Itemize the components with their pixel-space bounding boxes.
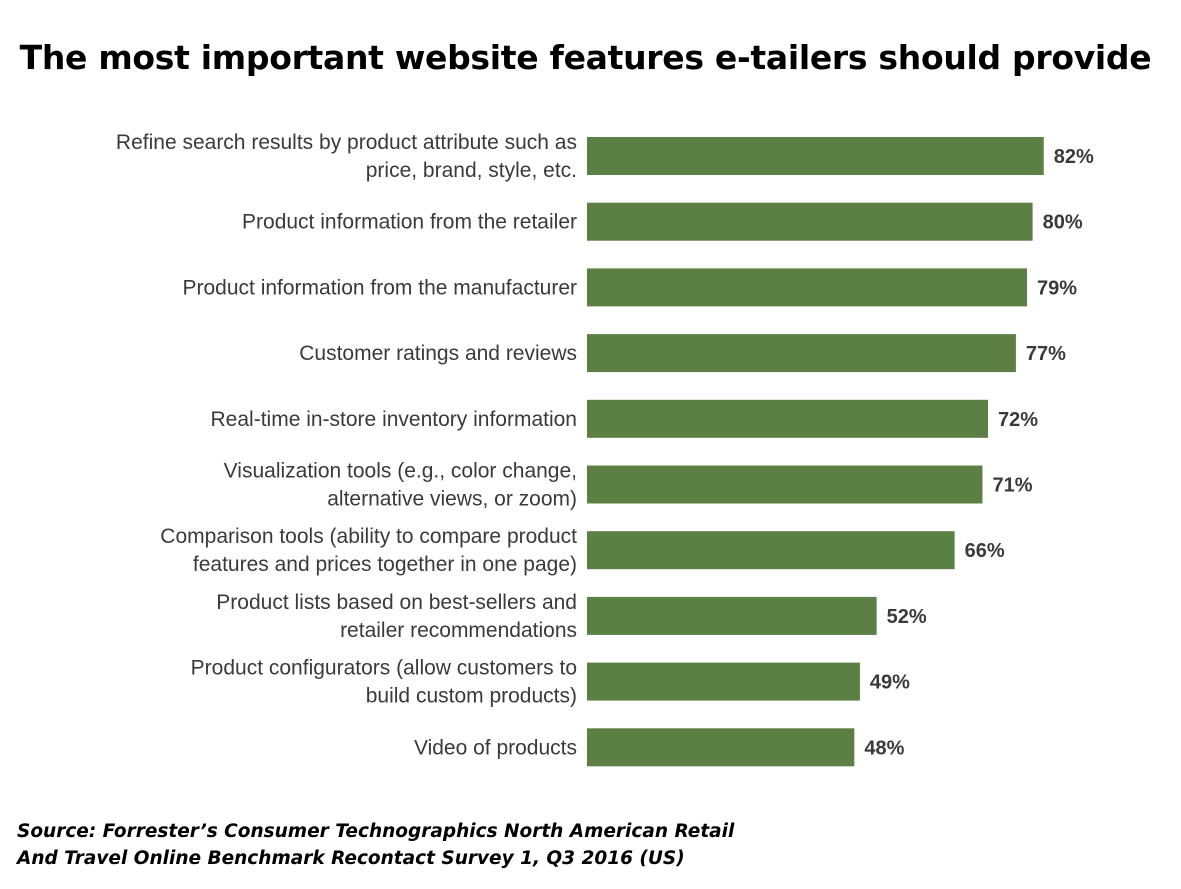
bar-row: Product lists based on best-sellers and r… bbox=[216, 591, 927, 642]
category-label: Video of products bbox=[414, 736, 577, 759]
value-label: 71% bbox=[992, 475, 1032, 497]
bar-row: Real-time in-store inventory information… bbox=[211, 399, 1038, 438]
bar-row: Product information from the manufacture… bbox=[182, 268, 1077, 307]
source-line-1: Source: Forrester’s Consumer Technograph… bbox=[17, 821, 735, 842]
source-line-2: And Travel Online Benchmark Recontact Su… bbox=[17, 848, 685, 869]
bar bbox=[587, 596, 877, 635]
category-label: Product information from the manufacture… bbox=[182, 276, 577, 299]
chart-title: The most important website features e-ta… bbox=[19, 38, 1152, 77]
value-label: 79% bbox=[1037, 277, 1077, 299]
bar bbox=[587, 268, 1028, 307]
bar-row: Visualization tools (e.g., color change,… bbox=[224, 460, 1033, 511]
value-label: 66% bbox=[965, 540, 1005, 562]
bar-chart: Refine search results by product attribu… bbox=[116, 131, 1094, 767]
category-label: Refine search results by product attribu… bbox=[116, 131, 577, 182]
bar bbox=[587, 334, 1016, 373]
bar-row: Customer ratings and reviews 77% bbox=[299, 334, 1066, 373]
bar bbox=[587, 465, 983, 504]
bar-row: Product information from the retailer 80% bbox=[242, 202, 1083, 241]
category-label: Comparison tools (ability to compare pro… bbox=[160, 525, 577, 576]
value-label: 72% bbox=[998, 409, 1038, 431]
category-label: Customer ratings and reviews bbox=[299, 342, 577, 365]
category-label: Product lists based on best-sellers and r… bbox=[216, 591, 577, 642]
bar bbox=[587, 662, 860, 701]
bar bbox=[587, 531, 955, 570]
value-label: 48% bbox=[864, 737, 904, 759]
bar-row: Video of products 48% bbox=[414, 728, 905, 767]
category-label: Product configurators (allow customers t… bbox=[191, 657, 577, 708]
value-label: 82% bbox=[1054, 146, 1094, 168]
bar-row: Comparison tools (ability to compare pro… bbox=[160, 525, 1005, 576]
category-label: Visualization tools (e.g., color change,… bbox=[224, 460, 577, 511]
bar bbox=[587, 137, 1044, 175]
category-label: Real-time in-store inventory information bbox=[211, 408, 577, 431]
value-label: 77% bbox=[1026, 343, 1066, 365]
bar bbox=[587, 399, 989, 438]
bar-row: Refine search results by product attribu… bbox=[116, 131, 1094, 182]
bar-row: Product configurators (allow customers t… bbox=[191, 657, 911, 708]
bar bbox=[587, 202, 1033, 241]
value-label: 49% bbox=[870, 672, 910, 694]
bar bbox=[587, 728, 855, 767]
source-note: Source: Forrester’s Consumer Technograph… bbox=[17, 818, 777, 872]
category-label: Product information from the retailer bbox=[242, 211, 577, 234]
value-label: 80% bbox=[1043, 212, 1083, 234]
value-label: 52% bbox=[887, 606, 927, 628]
